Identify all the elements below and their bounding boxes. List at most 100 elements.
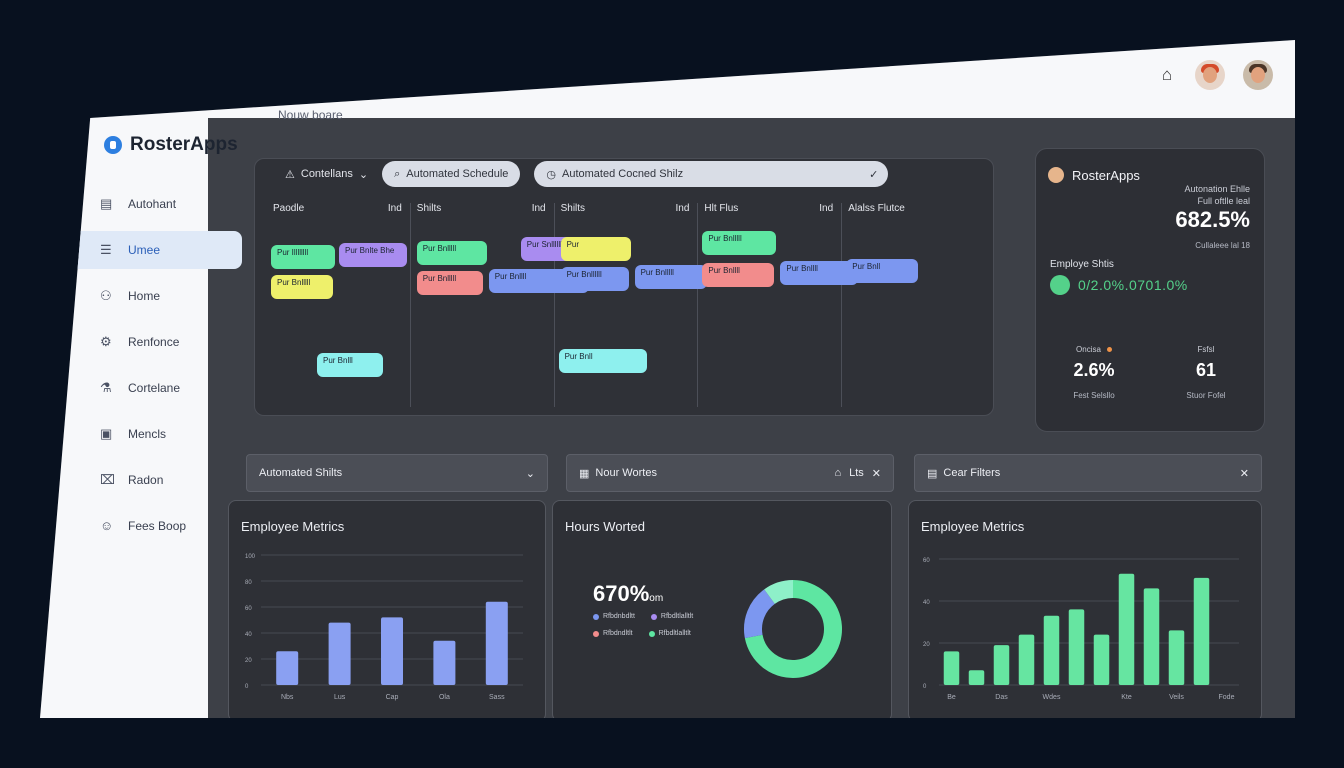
avatar [1048, 167, 1064, 183]
brand[interactable]: RosterApps [104, 134, 238, 156]
shift-chip[interactable]: Pur Bnllllll [560, 267, 629, 291]
column-title: Shilts [560, 203, 586, 214]
stats-brand-name: RosterApps [1072, 167, 1140, 183]
shift-chip[interactable]: Pur [560, 237, 631, 261]
stats-label-top: Autonation Ehlle [1184, 184, 1250, 194]
schedule-column: Shilts Ind Pur Bnlllll Pur Snllllll Pur Bnll… [411, 203, 593, 407]
sidebar-item-label: Umee [128, 243, 161, 257]
shift-chip[interactable]: Pur Bnlllll [416, 271, 483, 295]
column-header[interactable]: Hlt Flus Ind [698, 203, 841, 225]
bar [1068, 609, 1085, 685]
shift-chip[interactable]: Pur Bnlllll [634, 265, 707, 289]
bar [1018, 634, 1035, 685]
person-icon: ☺ [100, 518, 114, 533]
home-icon[interactable]: ⌂ [1161, 65, 1173, 84]
shift-chip[interactable]: Pur Bnllll [702, 263, 775, 287]
column-header[interactable]: Paodle Ind [267, 203, 410, 225]
sidebar-item-label: Mencls [128, 427, 167, 441]
y-tick-label: 0 [245, 684, 249, 690]
sidebar-item-renfonce[interactable]: ⚙ Renfonce [74, 323, 242, 361]
legend-label: Rfbdndltlt [603, 630, 633, 637]
shift-chip[interactable]: Pur Bnlllll [271, 275, 333, 299]
avatar[interactable] [1243, 60, 1273, 90]
y-tick-label: 100 [245, 554, 256, 560]
filter-automated-shifts[interactable]: Automated Shilts ⌄ [246, 454, 548, 492]
schedule-column: Alalss Flutce Pur Bnll [842, 203, 985, 407]
donut-value-text: 670% [593, 581, 650, 606]
sidebar-item-cortelane[interactable]: ⚗ Cortelane [74, 369, 242, 407]
grid-icon: ▦ [579, 467, 590, 480]
legend-item: Rfbdltlalltlt [648, 630, 691, 637]
sidebar-item-autohant[interactable]: ▤ Autohant [74, 185, 242, 223]
filter-hours[interactable]: ▦ Nour Wortes ⌂ Lts ✕ [566, 454, 894, 492]
legend-swatch [593, 630, 599, 637]
sidebar-item-home[interactable]: ⚇ Home [74, 277, 242, 315]
sidebar-item-mencls[interactable]: ▣ Mencls [74, 415, 242, 453]
bar [968, 670, 985, 685]
shift-chip[interactable]: Pur Bnll [846, 259, 919, 283]
status-dot-icon [1050, 275, 1070, 295]
column-meta: Ind [387, 203, 402, 214]
donut-slice [744, 589, 776, 639]
shift-chip[interactable]: Pur Bnll [558, 349, 647, 373]
legend-label: Rfbdnbdltt [603, 613, 635, 620]
legend-swatch [650, 613, 657, 620]
schedule-column: Hlt Flus Ind Pur Bnlllll Pur Bnllll Pur Bnll… [698, 203, 859, 407]
breadcrumb[interactable]: Nouw boare [278, 108, 343, 122]
x-tick-label: Lus [334, 694, 346, 701]
close-icon[interactable]: ✕ [1239, 467, 1249, 480]
sidebar-item-label: Fees Boop [128, 519, 187, 533]
avatar[interactable] [1195, 60, 1225, 90]
column-header[interactable]: Shilts Ind [555, 203, 698, 225]
schedule-dropdown[interactable]: ⚠ Contellans ⌄ [285, 168, 368, 181]
column-meta: Ind [819, 203, 834, 214]
home-icon[interactable]: ⌂ [834, 467, 842, 479]
column-header[interactable]: Alalss Flutce [842, 203, 985, 225]
kpi-2: Fsfsl 61 Stuor Fofel [1166, 345, 1246, 400]
sidebar-item-label: Home [128, 289, 161, 303]
shift-chip[interactable]: Pur Bnlllll [702, 231, 777, 255]
legend-label: Rfbdltlalltlt [660, 613, 694, 620]
stats-sub: Cullaleee lal 18 [1195, 241, 1250, 250]
legend-item: Rfbdnbdltt [593, 613, 635, 620]
bar [276, 651, 299, 685]
kpi-value: 2.6% [1073, 360, 1115, 380]
x-tick-label: Ola [439, 694, 450, 701]
x-tick-label: Kte [1121, 694, 1132, 701]
kpi-1: Oncisa 2.6% Fest Selsllo [1054, 345, 1134, 400]
search-input[interactable]: ⌕ Automated Schedule [382, 161, 521, 187]
kpi-label-text: Oncisa [1076, 345, 1101, 354]
search-input-wide[interactable]: ◷ Automated Cocned Shilz ✓ [534, 161, 889, 187]
legend-row: Rfbdndltlt Rfbdltlalltlt [593, 630, 693, 637]
schedule-column: Paodle Ind Pur Illllllll Pur Bnlte Bhe Pur B… [267, 203, 411, 407]
schedule-toolbar: ⚠ Contellans ⌄ ⌕ Automated Schedule ◷ Au… [255, 157, 993, 191]
shift-chip[interactable]: Pur Illllllll [271, 245, 335, 269]
filter-clear[interactable]: ▤ Cear Filters ✕ [914, 454, 1262, 492]
y-tick-label: 20 [923, 642, 930, 648]
kpi-foot: Fest Selsllo [1073, 391, 1115, 400]
column-header[interactable]: Shilts Ind [411, 203, 554, 225]
bar [1043, 615, 1060, 685]
filter-right-label: Lts [849, 467, 864, 479]
pin-icon[interactable]: ✓ [869, 168, 879, 181]
column-meta: Ind [675, 203, 690, 214]
sidebar-item-fees-boop[interactable]: ☺ Fees Boop [74, 507, 242, 545]
shift-chip[interactable]: Pur Bnlte Bhe [339, 243, 407, 267]
sidebar-item-label: Autohant [128, 197, 177, 211]
close-icon[interactable]: ✕ [871, 467, 881, 480]
stats-label-top2: Full oftlle leal [1197, 196, 1250, 206]
shift-chip[interactable]: Pur Bnlll [317, 353, 383, 377]
search-text: Automated Cocned Shilz [562, 168, 684, 180]
shift-chip[interactable]: Pur Bnlllll [416, 241, 487, 265]
filter-icon: ▤ [927, 467, 938, 480]
filter-label: Cear Filters [943, 467, 1001, 479]
bar [1193, 577, 1210, 685]
column-title: Shilts [416, 203, 442, 214]
sidebar-item-label: Renfonce [128, 335, 180, 349]
y-tick-label: 40 [245, 632, 252, 638]
sidebar-item-radon[interactable]: ⌧ Radon [74, 461, 242, 499]
x-tick-label: Das [995, 694, 1008, 701]
shift-chip[interactable]: Pur Bnllll [780, 261, 859, 285]
status-dot-icon [1106, 347, 1112, 353]
filter-actions: ⌂ Lts ✕ [834, 467, 881, 480]
